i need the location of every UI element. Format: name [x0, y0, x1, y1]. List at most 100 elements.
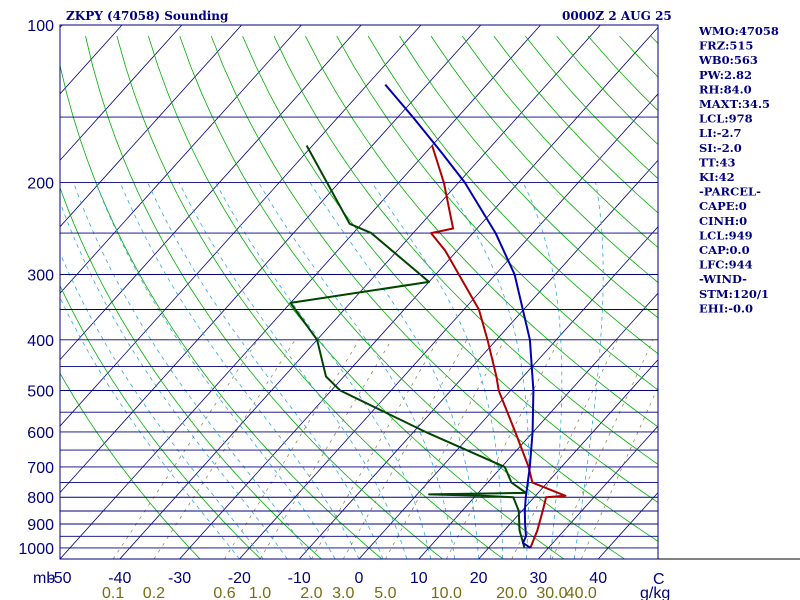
- index-line: MAXT:34.5: [699, 97, 770, 111]
- isotherm: [60, 25, 541, 559]
- mixing-ratio-tick-label: 20.0: [496, 585, 527, 600]
- pressure-tick-label: 800: [27, 490, 54, 507]
- dry-adiabat: [85, 36, 443, 559]
- mixing-ratio-line: [224, 339, 360, 559]
- moist-adiabat: [60, 251, 264, 559]
- index-line: CAPE:0: [699, 199, 747, 213]
- moist-adiabat: [95, 182, 336, 559]
- mixing-ratio-tick-label: 40.0: [566, 585, 597, 600]
- index-line: SI:-2.0: [699, 141, 742, 155]
- index-line: LCL:949: [699, 228, 753, 242]
- index-line: LI:-2.7: [699, 126, 742, 140]
- isotherm: [179, 26, 658, 559]
- pressure-tick-label: 100: [27, 18, 54, 35]
- dry-adiabat: [399, 35, 658, 319]
- temperature-tick-label: -30: [168, 570, 191, 587]
- index-line: STM:120/1: [699, 287, 769, 301]
- index-line: -WIND-: [699, 272, 747, 286]
- mixing-ratio-tick-label: 5.0: [374, 585, 396, 600]
- dry-adiabat: [462, 35, 658, 249]
- mixing-ratio-unit-label: g/kg: [640, 585, 670, 600]
- dry-adiabat: [305, 35, 658, 428]
- dry-adiabat: [367, 35, 658, 355]
- index-line: CINH:0: [699, 214, 747, 228]
- temperature-profile-line: [430, 145, 567, 549]
- moist-adiabat: [371, 182, 503, 559]
- pressure-unit-label: mb: [33, 570, 55, 587]
- mixing-ratio-tick-label: 10.0: [431, 585, 462, 600]
- mixing-ratio-tick-label: 30.0: [536, 585, 567, 600]
- index-line: -PARCEL-: [699, 185, 761, 199]
- mixing-ratio-line: [446, 339, 560, 559]
- moist-adiabat: [573, 182, 604, 559]
- dry-adiabat: [336, 35, 658, 391]
- index-line: EHI:-0.0: [699, 301, 753, 315]
- index-line: PW:2.82: [699, 68, 752, 82]
- moist-adiabat: [60, 296, 240, 559]
- mixing-ratio-line: [153, 339, 296, 559]
- isotherm: [60, 25, 242, 228]
- index-line: LFC:944: [699, 258, 753, 272]
- index-line: FRZ:515: [699, 39, 753, 53]
- isotherm: [60, 25, 362, 361]
- mixing-ratio-tick-label: 0.1: [102, 585, 124, 600]
- isotherm: [538, 425, 658, 559]
- index-line: CAP:0.0: [699, 243, 750, 257]
- pressure-tick-label: 300: [27, 267, 54, 284]
- mixing-ratio-tick-label: 2.0: [300, 585, 322, 600]
- index-line: WMO:47058: [698, 24, 779, 38]
- temperature-tick-label: 30: [530, 570, 548, 587]
- pressure-tick-label: 1000: [18, 541, 54, 558]
- parcel-profile-line: [384, 83, 535, 549]
- mixing-ratio-tick-label: 1.0: [249, 585, 271, 600]
- isotherm: [60, 25, 183, 161]
- index-line: RH:84.0: [699, 82, 752, 96]
- isotherm: [239, 93, 658, 559]
- temperature-axis: -50 -40 -30 -20 -10 0 10 20 30 40: [48, 570, 607, 587]
- dry-adiabat: [116, 35, 504, 559]
- stability-indices-panel: WMO:47058FRZ:515WB0:563PW:2.82RH:84.0MAX…: [698, 24, 779, 315]
- mixing-ratio-line: [311, 339, 439, 559]
- temperature-tick-label: 10: [410, 570, 428, 587]
- valid-time: 0000Z 2 AUG 25: [562, 9, 672, 23]
- isotherm: [60, 25, 302, 294]
- isotherm: [418, 292, 658, 559]
- moist-adiabat: [178, 182, 408, 559]
- sounding-profiles: [289, 83, 567, 549]
- dry-adiabat: [179, 35, 625, 559]
- mixing-ratio-line: [511, 339, 618, 559]
- moist-adiabat: [73, 182, 312, 559]
- pressure-tick-label: 500: [27, 384, 54, 401]
- temperature-unit-label: C: [653, 571, 665, 588]
- dry-adiabat: [242, 35, 658, 503]
- temperature-tick-label: 40: [589, 570, 607, 587]
- mixing-ratio-tick-label: 0.6: [213, 585, 235, 600]
- plot-frame: [59, 24, 659, 560]
- temperature-tick-label: 20: [470, 570, 488, 587]
- dry-adiabat: [60, 284, 261, 559]
- mixing-ratio-line: [259, 339, 392, 559]
- pressure-tick-label: 200: [27, 175, 54, 192]
- temperature-tick-label: 0: [355, 570, 364, 587]
- pressure-tick-label: 900: [27, 517, 54, 534]
- station-title: ZKPY (47058) Sounding: [66, 9, 229, 23]
- mixing-ratio-line: [112, 339, 259, 559]
- moist-adiabat: [60, 200, 288, 559]
- mixing-ratio-axis: 0.1 0.2 0.6 1.0 2.0 3.0 5.0 10.0 20.0 30.040.0: [102, 585, 597, 600]
- index-line: KI:42: [699, 170, 735, 184]
- mixing-ratio-tick-label: 3.0: [332, 585, 354, 600]
- dry-adiabat: [273, 35, 658, 465]
- isotherm: [60, 25, 482, 494]
- dry-adiabat: [210, 35, 658, 542]
- moist-adiabat: [309, 182, 479, 559]
- moist-adiabat: [444, 182, 530, 559]
- mixing-ratio-tick-label: 0.2: [143, 585, 165, 600]
- isotherm: [478, 359, 658, 559]
- index-line: WB0:563: [698, 53, 758, 67]
- mixing-ratio-line: [385, 339, 505, 559]
- pressure-tick-label: 400: [27, 333, 54, 350]
- index-line: LCL:978: [699, 112, 753, 126]
- dry-adiabat: [430, 35, 658, 283]
